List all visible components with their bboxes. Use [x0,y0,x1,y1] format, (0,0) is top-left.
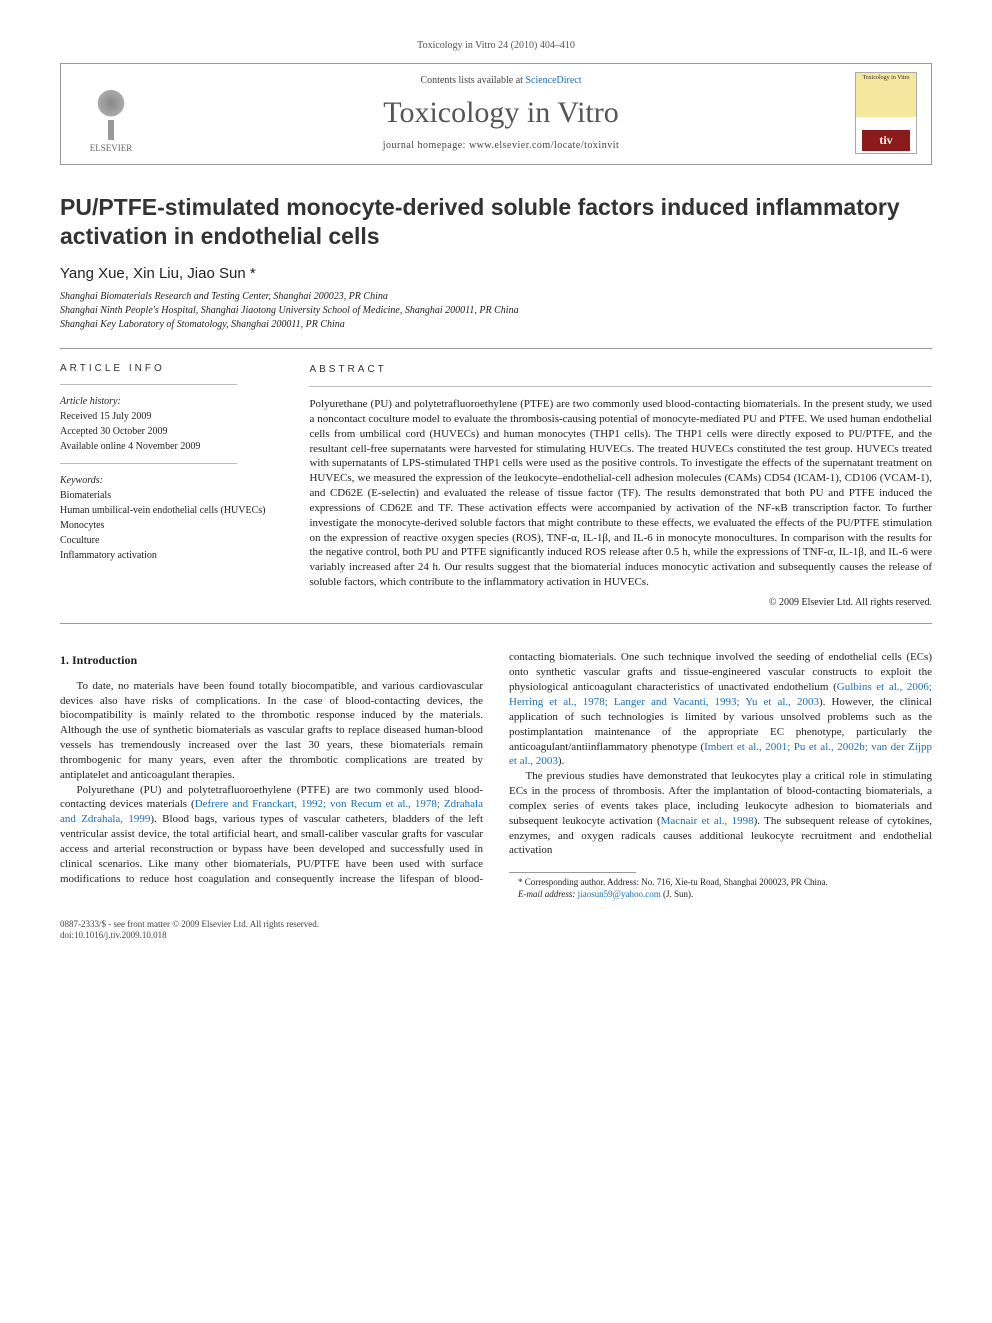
body-paragraph: The previous studies have demonstrated t… [509,769,932,858]
doi-footer: 0887-2333/$ - see front matter © 2009 El… [60,919,932,942]
divider [60,384,237,385]
abstract-heading: ABSTRACT [309,363,932,377]
cover-badge: tiv [862,130,910,151]
affiliations: Shanghai Biomaterials Research and Testi… [60,290,932,332]
corresponding-author-note: * Corresponding author. Address: No. 716… [509,877,932,889]
email-who: (J. Sun). [661,889,694,899]
keyword: Monocytes [60,519,281,532]
cover-title: Toxicology in Vitro [858,75,914,81]
keywords-label: Keywords: [60,474,281,487]
email-line: E-mail address: jiaosun59@yahoo.com (J. … [509,889,932,901]
history-item: Available online 4 November 2009 [60,440,281,453]
author-email-link[interactable]: jiaosun59@yahoo.com [578,889,661,899]
sciencedirect-link[interactable]: ScienceDirect [525,75,581,86]
contents-available-line: Contents lists available at ScienceDirec… [147,75,855,86]
history-item: Received 15 July 2009 [60,410,281,423]
footnote-rule [509,872,636,873]
abstract-copyright: © 2009 Elsevier Ltd. All rights reserved… [309,596,932,610]
front-matter-line: 0887-2333/$ - see front matter © 2009 El… [60,919,932,931]
abstract-column: ABSTRACT Polyurethane (PU) and polytetra… [295,349,932,624]
page-citation: Toxicology in Vitro 24 (2010) 404–410 [60,40,932,51]
article-info-column: ARTICLE INFO Article history: Received 1… [60,349,295,624]
contents-prefix: Contents lists available at [420,75,525,86]
keyword: Coculture [60,534,281,547]
journal-header-box: ELSEVIER Contents lists available at Sci… [60,63,932,165]
article-title: PU/PTFE-stimulated monocyte-derived solu… [60,193,932,251]
keyword: Human umbilical-vein endothelial cells (… [60,504,281,517]
keyword: Biomaterials [60,489,281,502]
history-item: Accepted 30 October 2009 [60,425,281,438]
affiliation: Shanghai Ninth People's Hospital, Shangh… [60,304,932,318]
divider [309,386,932,387]
elsevier-tree-icon [88,88,134,140]
keyword: Inflammatory activation [60,549,281,562]
divider [60,463,237,464]
article-info-heading: ARTICLE INFO [60,363,281,374]
text-run: ). [558,755,564,767]
body-columns: 1. Introduction To date, no materials ha… [60,650,932,900]
body-paragraph: To date, no materials have been found to… [60,679,483,783]
homepage-prefix: journal homepage: [383,140,469,151]
authors-line: Yang Xue, Xin Liu, Jiao Sun * [60,265,932,282]
info-abstract-row: ARTICLE INFO Article history: Received 1… [60,348,932,625]
journal-homepage-line: journal homepage: www.elsevier.com/locat… [147,140,855,151]
publisher-name: ELSEVIER [90,143,133,153]
doi-line: doi:10.1016/j.tiv.2009.10.018 [60,930,932,942]
journal-cover-thumbnail: Toxicology in Vitro tiv [855,72,917,154]
affiliation: Shanghai Biomaterials Research and Testi… [60,290,932,304]
history-label: Article history: [60,395,281,408]
journal-name: Toxicology in Vitro [147,96,855,130]
affiliation: Shanghai Key Laboratory of Stomatology, … [60,318,932,332]
journal-center: Contents lists available at ScienceDirec… [147,75,855,151]
section-heading: 1. Introduction [60,652,483,668]
footnote-block: * Corresponding author. Address: No. 716… [509,872,932,900]
email-label: E-mail address: [518,889,578,899]
publisher-logo: ELSEVIER [75,73,147,153]
citation-link[interactable]: Macnair et al., 1998 [661,815,754,827]
abstract-text: Polyurethane (PU) and polytetrafluoroeth… [309,397,932,590]
homepage-url: www.elsevier.com/locate/toxinvit [469,140,619,151]
